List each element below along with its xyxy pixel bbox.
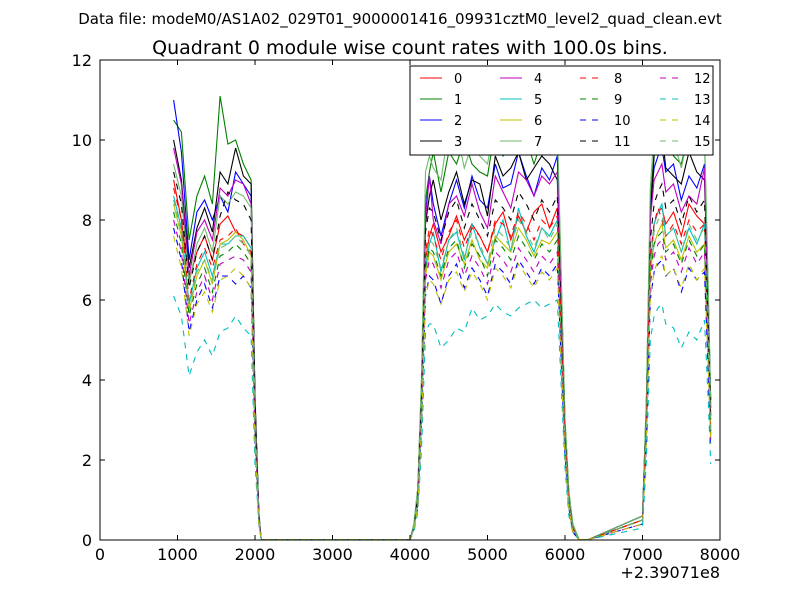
x-tick-label-7: 7000 bbox=[622, 545, 663, 564]
x-tick-label-3: 3000 bbox=[312, 545, 353, 564]
legend-label-8: 8 bbox=[614, 72, 622, 87]
x-offset-label: +2.39071e8 bbox=[620, 563, 720, 582]
legend-label-1: 1 bbox=[454, 93, 462, 108]
legend-label-4: 4 bbox=[534, 72, 542, 87]
series-line-12 bbox=[173, 219, 712, 541]
y-tick-label-1: 2 bbox=[82, 451, 92, 470]
legend-label-10: 10 bbox=[614, 114, 631, 129]
legend-label-7: 7 bbox=[534, 135, 542, 150]
legend-label-3: 3 bbox=[454, 135, 462, 150]
series-line-8 bbox=[173, 187, 712, 541]
x-tick-label-2: 2000 bbox=[235, 545, 276, 564]
x-tick-label-5: 5000 bbox=[467, 545, 508, 564]
legend-label-13: 13 bbox=[694, 93, 711, 108]
legend-label-2: 2 bbox=[454, 114, 462, 129]
x-tick-label-4: 4000 bbox=[390, 545, 431, 564]
chart-title: Quadrant 0 module wise count rates with … bbox=[152, 37, 668, 59]
series-line-15 bbox=[173, 199, 712, 541]
series-line-4 bbox=[173, 147, 712, 541]
legend-label-6: 6 bbox=[534, 114, 542, 129]
legend-label-5: 5 bbox=[534, 93, 542, 108]
legend-label-14: 14 bbox=[694, 114, 711, 129]
y-tick-label-4: 8 bbox=[82, 211, 92, 230]
series-layer bbox=[173, 79, 712, 541]
y-tick-label-6: 12 bbox=[72, 51, 92, 70]
chart-suptitle: Data file: modeM0/AS1A02_029T01_90000014… bbox=[78, 10, 722, 29]
y-tick-label-5: 10 bbox=[72, 131, 92, 150]
legend-label-12: 12 bbox=[694, 72, 711, 87]
legend-box bbox=[409, 65, 714, 156]
series-line-6 bbox=[173, 203, 712, 541]
series-line-13 bbox=[173, 295, 712, 541]
series-line-11 bbox=[173, 171, 712, 541]
y-tick-label-2: 4 bbox=[82, 371, 92, 390]
axis-ticks: 0 1000 2000 3000 4000 5000 6000 7000 80000246810… bbox=[72, 51, 741, 564]
series-line-9 bbox=[173, 211, 712, 541]
series-line-14 bbox=[173, 235, 712, 541]
y-tick-label-3: 6 bbox=[82, 291, 92, 310]
y-tick-label-0: 0 bbox=[82, 531, 92, 550]
x-tick-label-8: 8000 bbox=[700, 545, 741, 564]
legend-label-11: 11 bbox=[614, 135, 631, 150]
series-line-2 bbox=[173, 99, 712, 541]
legend-label-0: 0 bbox=[454, 72, 462, 87]
x-tick-label-1: 1000 bbox=[157, 545, 198, 564]
x-tick-label-6: 6000 bbox=[545, 545, 586, 564]
series-line-10 bbox=[173, 227, 712, 541]
legend-label-15: 15 bbox=[694, 135, 711, 150]
legend-label-9: 9 bbox=[614, 93, 622, 108]
x-tick-label-0: 0 bbox=[95, 545, 105, 564]
